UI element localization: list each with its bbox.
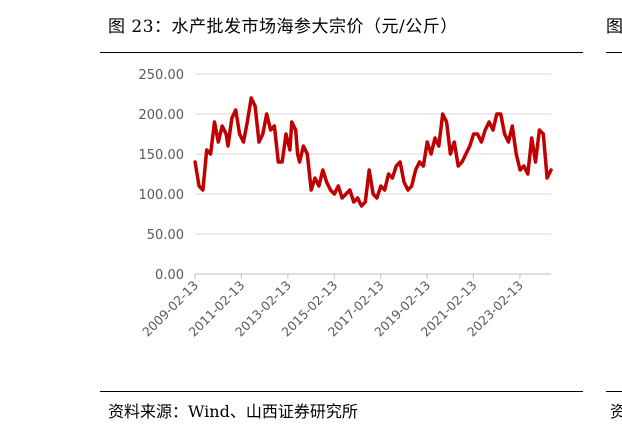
adjacent-source-fragment: 资	[610, 402, 622, 421]
adjacent-figure-title-fragment: 图	[606, 17, 622, 37]
title-rule	[100, 52, 583, 53]
y-tick-label: 100.00	[139, 188, 185, 203]
gridlines	[195, 73, 551, 275]
source-note: 资料来源：Wind、山西证券研究所	[108, 402, 358, 421]
y-tick-label: 0.00	[155, 268, 184, 283]
y-tick-label: 150.00	[139, 148, 185, 163]
adjacent-title-rule	[606, 52, 622, 53]
adjacent-source-rule	[606, 391, 622, 392]
sea-cucumber-price-line	[193, 96, 553, 208]
y-tick-label: 250.00	[139, 68, 185, 83]
y-tick-label: 50.00	[147, 228, 184, 243]
y-tick-label: 200.00	[139, 108, 185, 123]
y-axis-ticks: 0.00 50.00 100.00 150.00 200.00 250.00	[139, 68, 185, 283]
figure-title: 图 23：水产批发市场海参大宗价（元/公斤）	[108, 17, 458, 37]
x-axis-ticks: 2009-02-132011-02-132013-02-132015-02-13…	[139, 274, 526, 339]
source-rule	[100, 391, 583, 392]
